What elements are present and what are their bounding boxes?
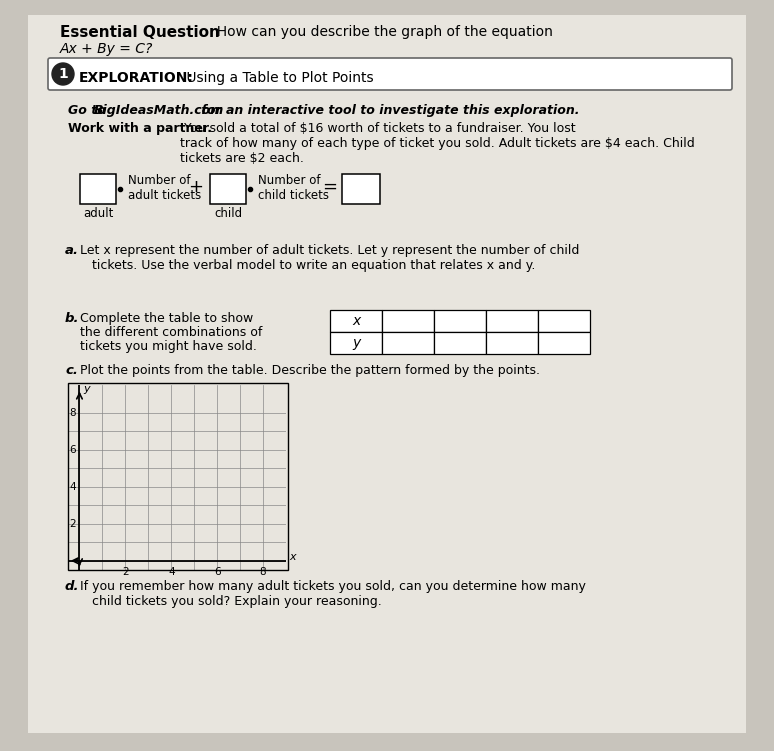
Text: 4: 4 — [70, 481, 76, 492]
Text: x: x — [289, 552, 296, 562]
Bar — [538, 310, 590, 332]
Text: 6: 6 — [70, 445, 76, 455]
Text: 4: 4 — [168, 567, 175, 578]
Text: Ax + By = C?: Ax + By = C? — [60, 42, 153, 56]
Text: Essential Question: Essential Question — [60, 25, 220, 40]
Bar — [486, 332, 538, 354]
Text: +: + — [189, 178, 204, 196]
Bar — [538, 332, 590, 354]
Text: Using a Table to Plot Points: Using a Table to Plot Points — [182, 71, 374, 85]
Text: b.: b. — [65, 312, 80, 325]
Bar — [80, 174, 116, 204]
Bar — [330, 310, 382, 332]
Text: Work with a partner.: Work with a partner. — [68, 122, 212, 135]
Text: 1: 1 — [58, 67, 68, 81]
Text: Number of
child tickets: Number of child tickets — [258, 174, 329, 202]
Text: c.: c. — [65, 364, 78, 377]
Text: tickets you might have sold.: tickets you might have sold. — [80, 340, 257, 353]
Text: a.: a. — [65, 244, 79, 257]
FancyBboxPatch shape — [28, 15, 746, 733]
Text: BigIdeasMath.com: BigIdeasMath.com — [94, 104, 224, 117]
Text: 6: 6 — [214, 567, 221, 578]
Text: Complete the table to show: Complete the table to show — [80, 312, 253, 325]
Text: child: child — [214, 207, 242, 220]
Text: If you remember how many adult tickets you sold, can you determine how many
   c: If you remember how many adult tickets y… — [80, 580, 586, 608]
Text: Number of
adult tickets: Number of adult tickets — [128, 174, 201, 202]
FancyBboxPatch shape — [48, 58, 732, 90]
Text: How can you describe the graph of the equation: How can you describe the graph of the eq… — [208, 25, 553, 39]
Text: You sold a total of $16 worth of tickets to a fundraiser. You lost
track of how : You sold a total of $16 worth of tickets… — [180, 122, 695, 165]
Text: Let x represent the number of adult tickets. Let y represent the number of child: Let x represent the number of adult tick… — [80, 244, 580, 272]
Text: 8: 8 — [70, 408, 76, 418]
Bar — [382, 332, 434, 354]
Text: y: y — [83, 384, 90, 394]
Bar — [486, 310, 538, 332]
Bar — [330, 332, 382, 354]
Text: the different combinations of: the different combinations of — [80, 326, 262, 339]
Text: Plot the points from the table. Describe the pattern formed by the points.: Plot the points from the table. Describe… — [80, 364, 540, 377]
Bar — [210, 174, 246, 204]
Circle shape — [52, 63, 74, 85]
Text: x: x — [352, 314, 360, 328]
Text: d.: d. — [65, 580, 80, 593]
Text: 8: 8 — [260, 567, 266, 578]
Bar — [434, 332, 486, 354]
Bar — [342, 174, 380, 204]
Text: y: y — [352, 336, 360, 350]
Text: EXPLORATION:: EXPLORATION: — [79, 71, 194, 85]
Text: Go to: Go to — [68, 104, 110, 117]
Bar — [434, 310, 486, 332]
Text: 2: 2 — [70, 519, 76, 529]
Text: for an interactive tool to investigate this exploration.: for an interactive tool to investigate t… — [197, 104, 580, 117]
Text: adult: adult — [83, 207, 113, 220]
Bar — [382, 310, 434, 332]
Text: =: = — [323, 178, 337, 196]
Text: 2: 2 — [122, 567, 128, 578]
